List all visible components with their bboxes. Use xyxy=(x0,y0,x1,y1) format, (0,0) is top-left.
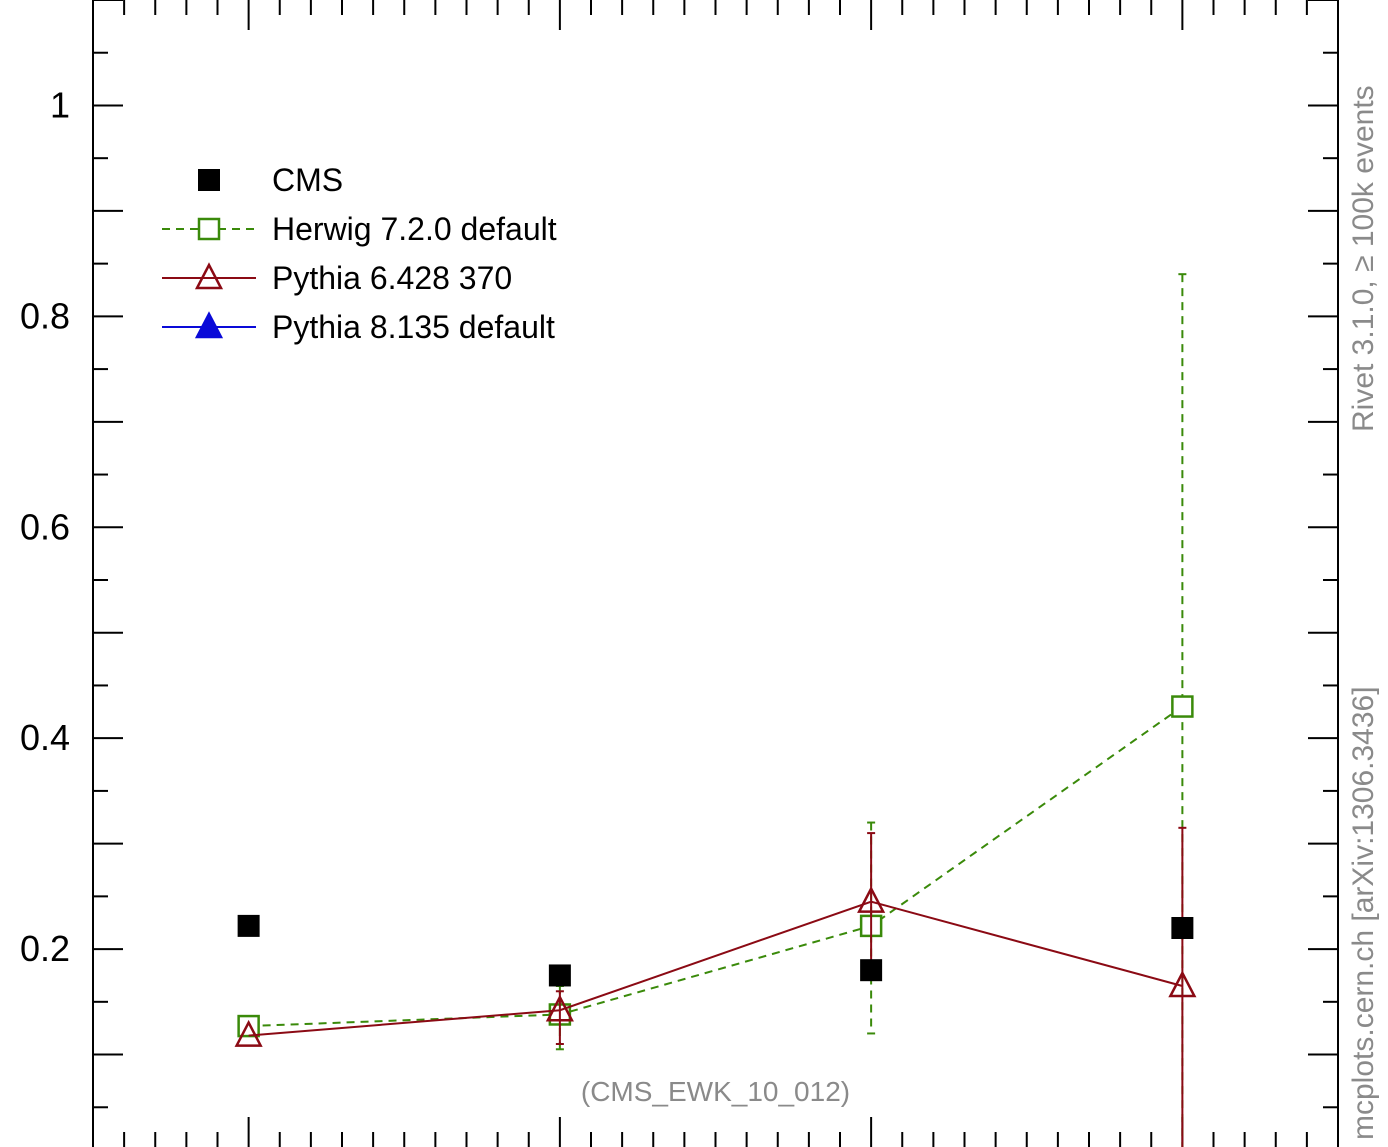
legend-item: Pythia 6.428 370 xyxy=(162,260,512,296)
data-point xyxy=(1171,695,1194,718)
legend-marker xyxy=(198,169,220,191)
mcplots-reference-label: mcplots.cern.ch [arXiv:1306.3436] xyxy=(1347,686,1380,1140)
y-tick-label: 0.6 xyxy=(20,506,70,547)
y-tick-label: 0.2 xyxy=(20,928,70,969)
y-tick-label: 1 xyxy=(50,84,70,125)
series-line xyxy=(248,900,1183,1037)
series-pythia-6-428-370 xyxy=(234,826,1197,1147)
analysis-id-annotation: (CMS_EWK_10_012) xyxy=(581,1076,850,1107)
data-point xyxy=(1171,917,1194,939)
legend-item: Herwig 7.2.0 default xyxy=(162,211,557,247)
legend-marker xyxy=(194,311,224,339)
data-point xyxy=(1168,970,1197,998)
legend-marker xyxy=(194,262,224,290)
legend: CMS Herwig 7.2.0 default Pythia 6.428 370 P… xyxy=(162,162,557,345)
rivet-version-label: Rivet 3.1.0, ≥ 100k events xyxy=(1347,85,1380,432)
series-herwig-7-2-0-default xyxy=(237,273,1194,1147)
legend-label: Pythia 8.135 default xyxy=(272,309,555,345)
series-cms xyxy=(237,914,1194,987)
legend-label: Herwig 7.2.0 default xyxy=(272,211,557,247)
data-point xyxy=(860,959,883,982)
y-tick-label: 0.4 xyxy=(20,717,70,758)
legend-item: CMS xyxy=(198,162,343,198)
data-point xyxy=(548,964,571,987)
legend-label: CMS xyxy=(272,162,343,198)
data-point xyxy=(857,885,886,913)
data-point xyxy=(237,914,260,937)
y-tick-label: 0.8 xyxy=(20,295,70,336)
data-point xyxy=(234,1019,263,1047)
legend-item: Pythia 8.135 default xyxy=(162,309,555,345)
data-point xyxy=(545,994,574,1022)
series-line xyxy=(248,705,1183,1028)
legend-label: Pythia 6.428 370 xyxy=(272,260,512,296)
legend-marker xyxy=(197,217,221,241)
